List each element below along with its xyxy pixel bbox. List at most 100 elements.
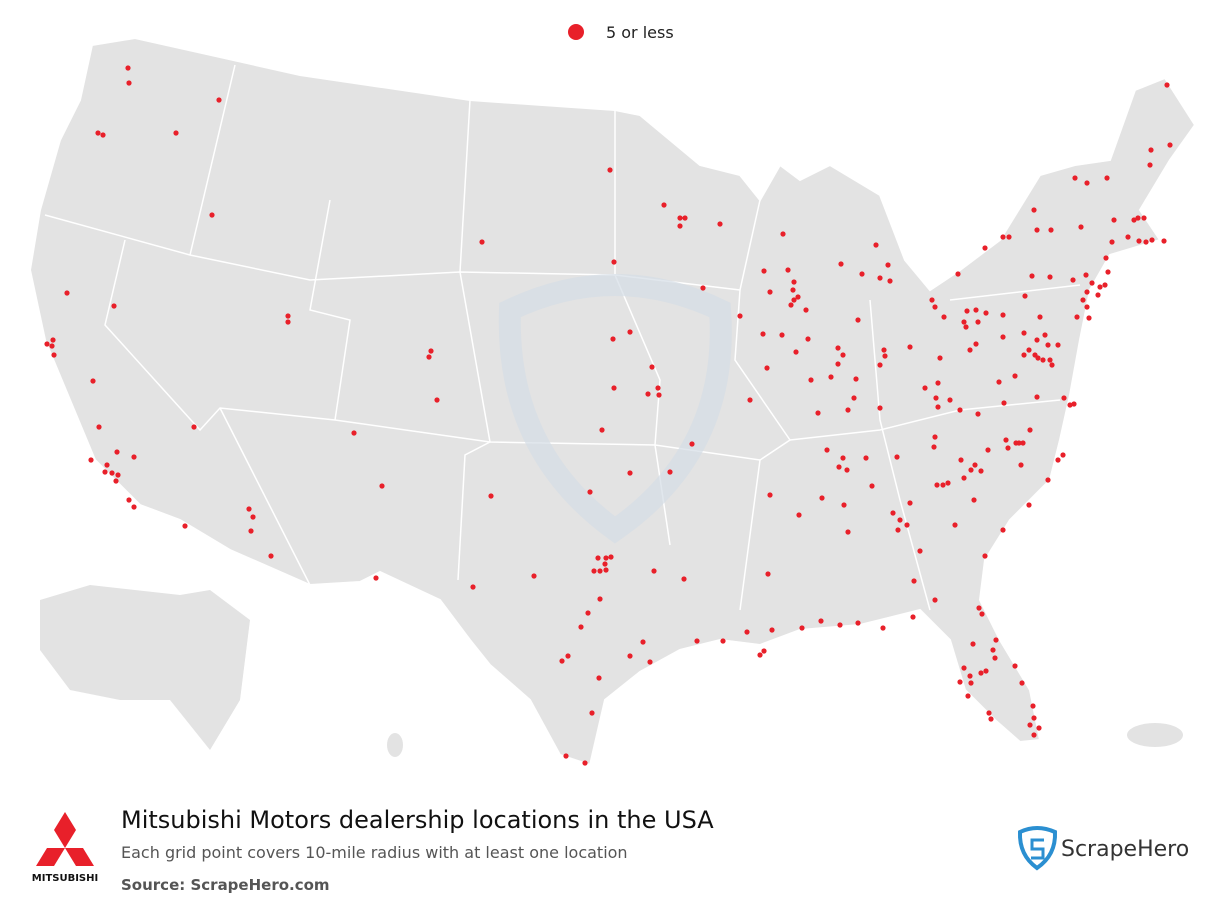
location-dot: [855, 317, 861, 323]
location-dot: [1001, 400, 1007, 406]
location-dot: [877, 275, 883, 281]
location-dot: [607, 167, 613, 173]
us-map: [28, 36, 1197, 767]
location-dot: [828, 374, 834, 380]
location-dot: [645, 391, 651, 397]
location-dot: [720, 638, 726, 644]
location-dot: [796, 512, 802, 518]
location-dot: [131, 504, 137, 510]
location-dot: [1097, 284, 1103, 290]
location-dot: [1135, 215, 1141, 221]
location-dot: [488, 493, 494, 499]
location-dot: [737, 313, 743, 319]
location-dot: [1006, 234, 1012, 240]
location-dot: [655, 385, 661, 391]
hawaii: [387, 723, 1183, 757]
location-dot: [1074, 314, 1080, 320]
location-dot: [785, 267, 791, 273]
subtitle: Each grid point covers 10-mile radius wi…: [121, 843, 628, 862]
location-dot: [744, 629, 750, 635]
location-dot: [986, 710, 992, 716]
location-dot: [50, 337, 56, 343]
location-dot: [1060, 452, 1066, 458]
location-dot: [597, 596, 603, 602]
location-dot: [1089, 280, 1095, 286]
location-dot: [968, 680, 974, 686]
mitsubishi-logo: [36, 812, 94, 866]
location-dot: [895, 527, 901, 533]
location-dot: [907, 500, 913, 506]
location-dot: [1034, 394, 1040, 400]
location-dot: [1000, 312, 1006, 318]
location-dot: [957, 407, 963, 413]
location-dot: [955, 271, 961, 277]
location-dot: [761, 268, 767, 274]
location-dot: [651, 568, 657, 574]
location-dot: [1034, 337, 1040, 343]
location-dot: [975, 319, 981, 325]
location-dot: [681, 576, 687, 582]
location-dot: [978, 468, 984, 474]
location-dot: [808, 377, 814, 383]
location-dot: [841, 502, 847, 508]
location-dot: [182, 523, 188, 529]
location-dot: [957, 679, 963, 685]
publisher-logo: [1017, 826, 1058, 871]
location-dot: [982, 553, 988, 559]
location-dot: [1045, 477, 1051, 483]
location-dot: [791, 279, 797, 285]
location-dot: [885, 262, 891, 268]
legend-marker: [568, 24, 584, 40]
location-dot: [840, 352, 846, 358]
location-dot: [982, 245, 988, 251]
location-dot: [1167, 142, 1173, 148]
location-dot: [897, 517, 903, 523]
location-dot: [1071, 401, 1077, 407]
location-dot: [853, 376, 859, 382]
location-dot: [932, 597, 938, 603]
location-dot: [761, 648, 767, 654]
location-dot: [531, 573, 537, 579]
location-dot: [985, 447, 991, 453]
location-dot: [1070, 277, 1076, 283]
location-dot: [173, 130, 179, 136]
legend-label: 5 or less: [606, 23, 674, 42]
location-dot: [563, 753, 569, 759]
location-dot: [747, 397, 753, 403]
location-dot: [1105, 269, 1111, 275]
location-dot: [929, 297, 935, 303]
location-dot: [582, 760, 588, 766]
alaska: [40, 585, 250, 750]
location-dot: [608, 554, 614, 560]
location-dot: [976, 605, 982, 611]
location-dot: [1000, 527, 1006, 533]
location-dot: [922, 385, 928, 391]
location-dot: [799, 625, 805, 631]
location-dot: [114, 449, 120, 455]
location-dot: [983, 668, 989, 674]
location-dot: [815, 410, 821, 416]
location-dot: [1037, 314, 1043, 320]
location-dot: [603, 555, 609, 561]
location-dot: [595, 555, 601, 561]
location-dot: [1022, 293, 1028, 299]
location-dot: [565, 653, 571, 659]
location-dot: [1040, 357, 1046, 363]
location-dot: [793, 349, 799, 355]
location-dot: [791, 297, 797, 303]
location-dot: [428, 348, 434, 354]
location-dot: [1067, 402, 1073, 408]
location-dot: [1042, 332, 1048, 338]
location-dot: [700, 285, 706, 291]
location-dot: [611, 259, 617, 265]
location-dot: [1021, 352, 1027, 358]
location-dot: [1031, 732, 1037, 738]
location-dot: [1049, 362, 1055, 368]
location-dot: [1131, 217, 1137, 223]
location-dot: [373, 575, 379, 581]
location-dot: [677, 215, 683, 221]
location-dot: [880, 625, 886, 631]
location-dot: [111, 303, 117, 309]
location-dot: [470, 584, 476, 590]
location-dot: [932, 304, 938, 310]
